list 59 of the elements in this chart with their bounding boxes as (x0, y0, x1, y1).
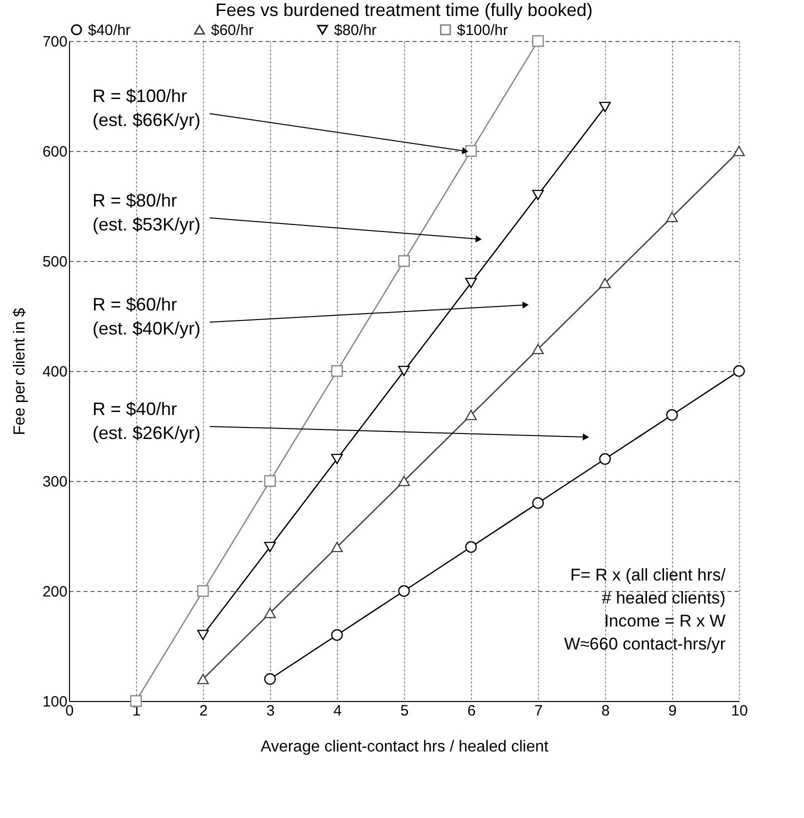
point (733, 365, 745, 377)
point (398, 476, 410, 486)
x-tick-label: 4 (333, 702, 342, 720)
annotation: R = $40/hr (est. $26K/yr) (92, 398, 200, 443)
y-axis-title: Fee per client in $ (11, 308, 28, 436)
x-axis-title: Average client-contact hrs / healed client (260, 738, 549, 756)
point (331, 542, 343, 552)
point (532, 35, 544, 47)
point (666, 212, 678, 222)
point (465, 278, 477, 288)
point (398, 255, 410, 267)
legend-label: $60/hr (211, 22, 254, 39)
point (733, 146, 745, 156)
point (331, 454, 343, 464)
y-tick-label: 400 (42, 364, 68, 380)
point (465, 541, 477, 553)
point (331, 365, 343, 377)
point (197, 674, 209, 684)
annotation: R = $60/hr (est. $40K/yr) (92, 294, 200, 339)
point (532, 344, 544, 354)
chart-title: Fees vs burdened treatment time (fully booked) (215, 0, 593, 20)
point (599, 102, 611, 112)
y-tick-label: 100 (42, 694, 68, 710)
y-tick-label: 200 (42, 584, 68, 600)
point (398, 366, 410, 376)
point (331, 629, 343, 641)
x-tick-label: 5 (400, 702, 409, 720)
point (264, 475, 276, 487)
x-tick-label: 8 (601, 702, 610, 720)
annotation: R = $80/hr (est. $53K/yr) (92, 190, 200, 234)
point (666, 409, 678, 421)
y-tick-label: 600 (42, 144, 68, 160)
legend-label: $80/hr (334, 22, 377, 39)
point (532, 190, 544, 200)
legend-label: $40/hr (88, 22, 131, 39)
x-tick-label: 3 (266, 702, 275, 720)
point (599, 278, 611, 288)
x-tick-label: 10 (731, 702, 748, 720)
point (465, 410, 477, 420)
legend-label: $100/hr (457, 22, 508, 39)
y-tick-label: 700 (42, 34, 68, 50)
point (264, 542, 276, 552)
point (197, 585, 209, 597)
x-tick-label: 9 (668, 702, 677, 720)
annotation: F= R x (all client hrs/ # healed clients) Income = R x W W≈660 contact-hrs/yr (564, 566, 726, 654)
point (264, 673, 276, 685)
x-tick-label: 2 (199, 702, 208, 720)
point (532, 497, 544, 509)
point (465, 145, 477, 157)
x-tick-label: 7 (534, 702, 543, 720)
point (264, 608, 276, 618)
y-tick-label: 300 (42, 474, 68, 490)
point (398, 585, 410, 597)
annotation: R = $100/hr (est. $66K/yr) (92, 86, 200, 130)
point (130, 695, 142, 707)
y-tick-label: 500 (42, 254, 68, 270)
point (599, 453, 611, 465)
point (197, 630, 209, 640)
x-tick-label: 6 (467, 702, 476, 720)
